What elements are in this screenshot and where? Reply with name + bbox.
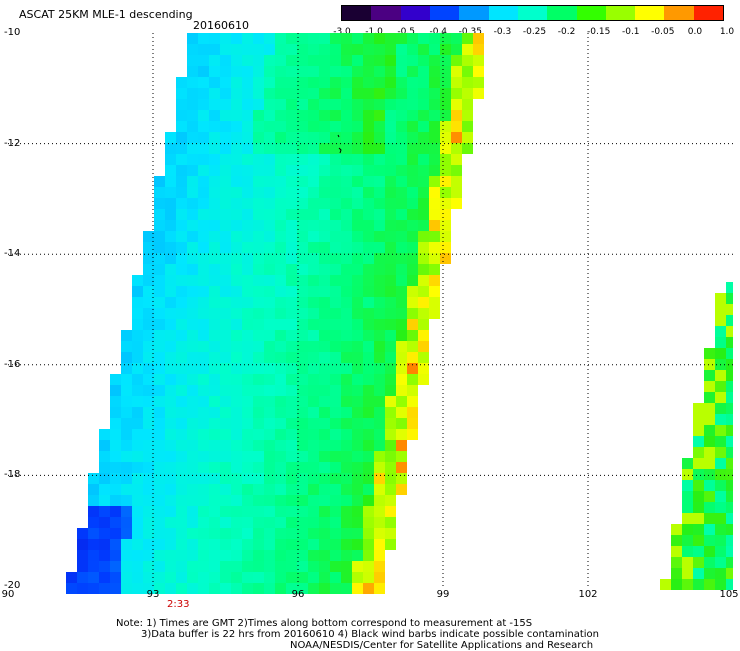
- swath-data: [66, 33, 733, 594]
- latitude-tick-label: -16: [4, 358, 21, 370]
- color-scale-label: -0.25: [522, 27, 547, 37]
- note-line-2: 3)Data buffer is 22 hrs from 20160610 4)…: [141, 629, 599, 640]
- color-swatch: [664, 6, 694, 20]
- longitude-tick-label: 90: [1, 589, 15, 600]
- color-scale-label: -1.0: [365, 27, 383, 37]
- latitude-tick-label: -18: [4, 469, 21, 481]
- color-scale-label: -0.35: [458, 27, 482, 37]
- color-scale-bar: [341, 5, 724, 21]
- color-swatch: [459, 6, 489, 20]
- color-swatch: [371, 6, 401, 20]
- latitude-tick-label: -20: [4, 580, 21, 591]
- color-scale-label: -0.3: [493, 27, 512, 37]
- color-scale-label: -0.05: [651, 27, 675, 37]
- color-swatch: [693, 6, 724, 20]
- longitude-tick-label: 96: [291, 589, 305, 600]
- color-scale-label: -3.0: [333, 27, 351, 37]
- color-scale-label: -0.5: [397, 27, 415, 37]
- color-swatch: [576, 6, 606, 20]
- color-swatch: [605, 6, 636, 20]
- longitude-tick-label: 105: [719, 589, 739, 600]
- note-line-1: Note: 1) Times are GMT 2)Times along bot…: [116, 618, 533, 629]
- color-swatch: [547, 6, 577, 20]
- color-scale-label: -0.15: [587, 27, 611, 37]
- longitude-tick-label: 93: [146, 589, 160, 600]
- color-scale-labels: -3.0 -1.0 -0.5 -0.4 -0.35 -0.3 -0.25 -0.2 -0.15-…: [330, 27, 734, 37]
- latitude-tick-label: -12: [4, 137, 21, 149]
- wind-barb: [338, 147, 342, 154]
- latitude-tick-label: -14: [4, 248, 21, 260]
- longitude-tick-label: 102: [578, 589, 598, 600]
- color-scale-label: 0.0: [687, 27, 703, 37]
- latitude-tick-label: -10: [4, 27, 21, 38]
- pass-time-label: 2:33: [167, 599, 190, 610]
- longitude-tick-label: 99: [436, 589, 450, 600]
- wind-barb: [337, 134, 340, 138]
- color-swatch: [488, 6, 518, 20]
- chart-date: 20160610: [193, 19, 249, 32]
- chart-title: ASCAT 25KM MLE-1 descending: [19, 8, 193, 21]
- color-swatch: [635, 6, 665, 20]
- note-line-3: NOAA/NESDIS/Center for Satellite Applica…: [290, 640, 594, 651]
- color-swatch: [429, 6, 460, 20]
- color-scale-label: -0.1: [621, 27, 640, 37]
- color-scale-label: -0.4: [429, 27, 448, 37]
- graticule: [8, 33, 733, 586]
- color-scale-label: 1.0: [719, 27, 735, 37]
- color-swatch: [342, 6, 372, 20]
- color-swatch: [517, 6, 548, 20]
- color-scale-label: -0.2: [557, 27, 576, 37]
- color-swatch: [400, 6, 430, 20]
